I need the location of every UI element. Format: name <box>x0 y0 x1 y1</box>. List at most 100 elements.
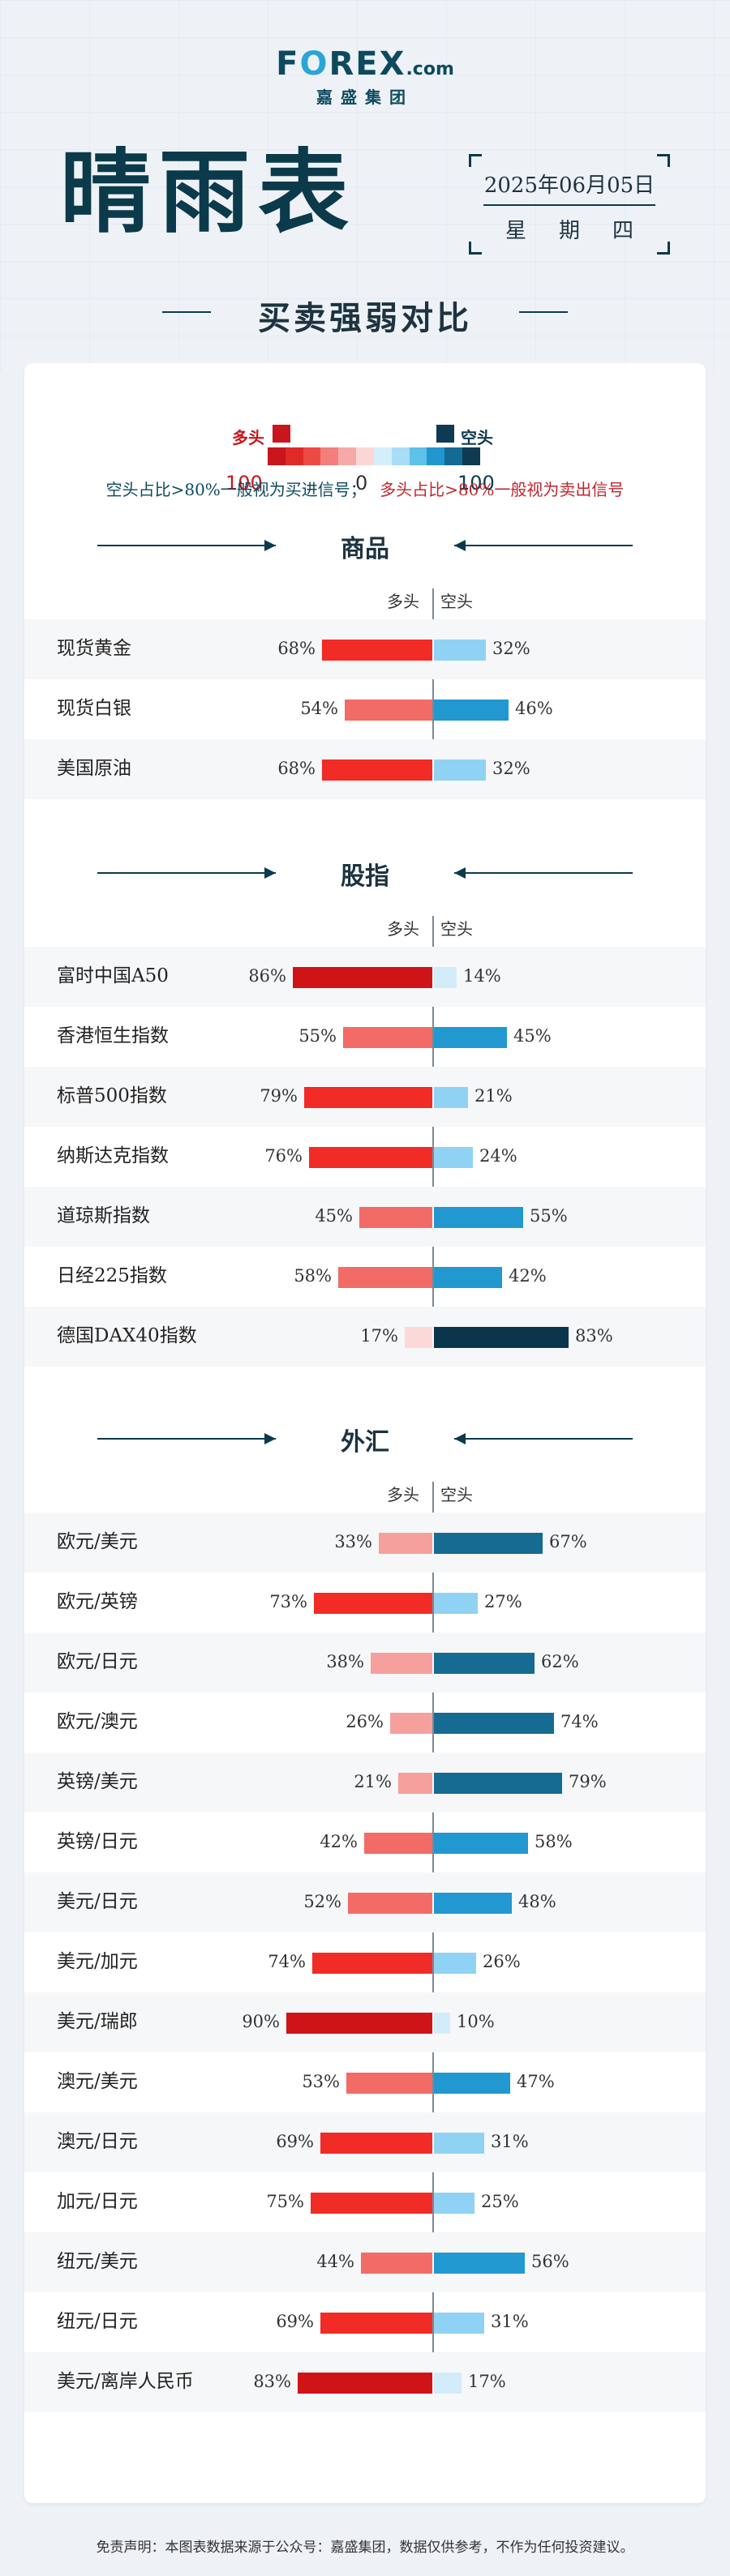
short-bar <box>434 1147 473 1168</box>
long-percent-label: 73% <box>269 1592 307 1611</box>
long-percent-label: 79% <box>260 1086 298 1106</box>
long-percent-label: 44% <box>316 2252 354 2271</box>
center-axis <box>432 1482 434 2412</box>
short-bar <box>434 760 486 781</box>
instrument-name: 现货白银 <box>57 698 131 720</box>
table-row: 香港恒生指数 55% 45% <box>24 1007 706 1067</box>
short-percent-label: 26% <box>483 1952 521 1971</box>
long-bar <box>322 640 432 661</box>
long-percent-label: 45% <box>315 1206 353 1226</box>
column-header-short: 空头 <box>440 592 473 611</box>
page-title: 晴雨表 <box>60 139 357 246</box>
long-bar <box>309 1147 432 1168</box>
column-header-long: 多头 <box>387 919 419 939</box>
short-percent-label: 79% <box>569 1772 607 1791</box>
long-percent-label: 26% <box>346 1712 384 1731</box>
legend-strip-cell <box>391 447 410 465</box>
short-bar <box>434 2073 510 2094</box>
long-percent-label: 42% <box>320 1832 358 1851</box>
short-bar <box>434 1267 502 1288</box>
table-row: 德国DAX40指数 17% 83% <box>24 1307 706 1367</box>
long-bar <box>371 1653 432 1674</box>
short-bar <box>434 1207 523 1228</box>
long-percent-label: 69% <box>276 2132 314 2151</box>
column-header-short: 空头 <box>440 1485 473 1504</box>
section-title: 外汇 <box>341 1428 389 1457</box>
short-percent-label: 42% <box>509 1266 547 1286</box>
long-bar <box>293 967 432 988</box>
short-bar <box>434 1087 468 1108</box>
short-percent-label: 67% <box>549 1532 587 1551</box>
instrument-name: 英镑/美元 <box>57 1771 138 1793</box>
subtitle-banner: 买卖强弱对比 <box>0 284 730 340</box>
table-row: 欧元/澳元 26% 74% <box>24 1692 706 1752</box>
short-bar <box>434 1713 554 1734</box>
long-bar <box>311 2193 432 2214</box>
table-row: 纽元/日元 69% 31% <box>24 2292 706 2352</box>
short-percent-label: 62% <box>541 1652 579 1671</box>
long-percent-label: 52% <box>303 1892 341 1911</box>
long-percent-label: 83% <box>253 2372 291 2391</box>
long-bar <box>364 1833 432 1854</box>
short-percent-label: 17% <box>468 2372 506 2391</box>
long-percent-label: 74% <box>268 1952 306 1971</box>
weekday-label: 星期四 <box>505 219 666 243</box>
long-percent-label: 38% <box>326 1652 364 1671</box>
table-row: 美元/日元 52% 48% <box>24 1872 706 1932</box>
long-percent-label: 17% <box>360 1326 398 1346</box>
short-bar <box>434 2373 462 2394</box>
table-row: 道琼斯指数 45% 55% <box>24 1187 706 1247</box>
table-row: 欧元/英镑 73% 27% <box>24 1573 706 1632</box>
legend-color-strip <box>268 447 480 465</box>
chart-card: 多头 空头 100 0 100 空头占比>80%一般视为买进信号； 多头占比>8… <box>24 363 706 2503</box>
instrument-name: 日经225指数 <box>57 1265 167 1287</box>
instrument-name: 纽元/日元 <box>57 2311 138 2333</box>
long-bar <box>304 1087 432 1108</box>
legend-short-swatch <box>436 425 454 443</box>
legend-strip-cell <box>444 447 463 465</box>
long-bar <box>298 2373 432 2394</box>
short-bar <box>434 1773 562 1794</box>
sell-signal-note: 多头占比>80%一般视为卖出信号 <box>380 480 625 499</box>
long-percent-label: 58% <box>294 1266 332 1286</box>
legend-strip-cell <box>303 447 321 465</box>
legend-long-swatch <box>273 425 290 443</box>
short-bar <box>434 1327 569 1348</box>
table-row: 欧元/美元 33% 67% <box>24 1513 706 1573</box>
short-percent-label: 31% <box>491 2312 529 2331</box>
legend-strip-cell <box>338 447 357 465</box>
table-row: 澳元/日元 69% 31% <box>24 2112 706 2172</box>
long-bar <box>405 1327 432 1348</box>
instrument-name: 道琼斯指数 <box>57 1205 150 1227</box>
short-bar <box>434 1833 528 1854</box>
long-percent-label: 86% <box>248 966 286 986</box>
disclaimer: 免责声明：本图表数据来源于公众号：嘉盛集团，数据仅供参考，不作为任何投资建议。 <box>96 2540 634 2556</box>
long-bar <box>320 2133 432 2154</box>
legend: 多头 空头 100 0 100 <box>24 392 706 494</box>
column-header-long: 多头 <box>387 1485 419 1504</box>
long-percent-label: 33% <box>334 1532 372 1551</box>
instrument-name: 加元/日元 <box>57 2191 138 2213</box>
short-percent-label: 45% <box>513 1026 552 1046</box>
instrument-name: 欧元/澳元 <box>57 1711 138 1733</box>
column-header-short: 空头 <box>440 919 473 939</box>
subtitle: 买卖强弱对比 <box>258 299 472 337</box>
long-bar <box>320 2313 432 2334</box>
short-percent-label: 21% <box>474 1086 513 1106</box>
table-row: 澳元/美元 53% 47% <box>24 2052 706 2112</box>
instrument-name: 美元/加元 <box>57 1951 138 1973</box>
forex-logo: FOREX.com 嘉盛集团 <box>0 45 730 108</box>
legend-long-label: 多头 <box>232 428 264 447</box>
long-percent-label: 54% <box>300 699 338 718</box>
long-bar <box>322 760 432 781</box>
short-percent-label: 25% <box>481 2192 519 2211</box>
instrument-name: 欧元/美元 <box>57 1531 138 1553</box>
center-axis <box>432 588 434 799</box>
legend-strip-cell <box>373 447 392 465</box>
logo-subtitle: 嘉盛集团 <box>316 88 414 107</box>
legend-strip-cell <box>462 447 480 465</box>
table-row: 加元/日元 75% 25% <box>24 2172 706 2232</box>
table-row: 英镑/日元 42% 58% <box>24 1812 706 1872</box>
legend-strip-cell <box>356 447 374 465</box>
long-bar <box>379 1533 432 1554</box>
